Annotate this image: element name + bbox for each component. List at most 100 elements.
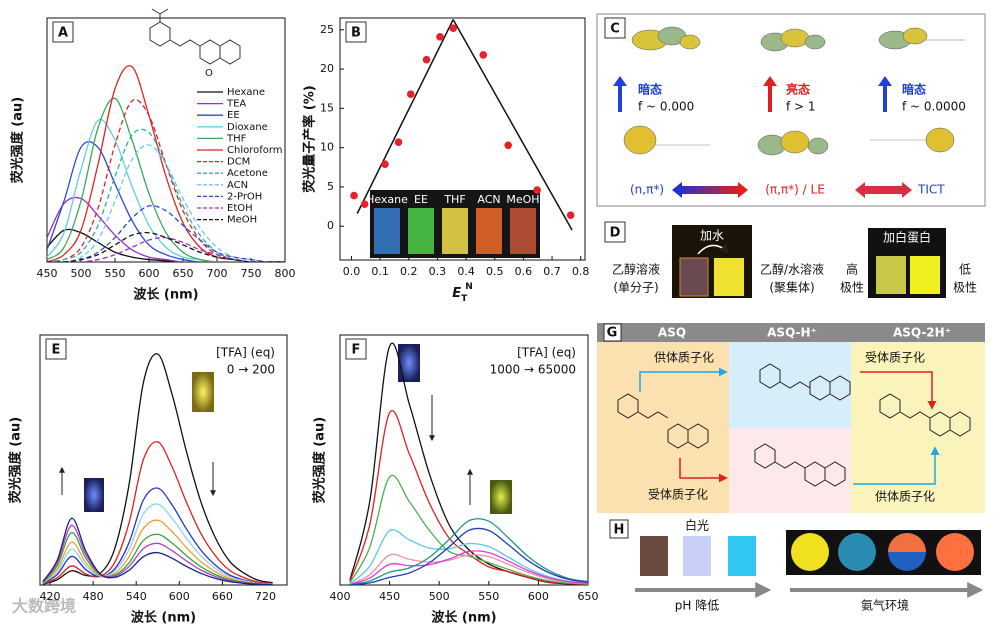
x-tick-label: 0.4 [457,265,475,278]
x-tick-label: 500 [71,267,92,280]
data-point [381,160,389,168]
series-line [349,553,588,585]
orbital-part [925,127,955,153]
y-tick-label: 15 [320,101,334,114]
molecule-sketch-part [149,21,171,47]
panel-d-part [876,256,906,294]
panel-c: C 暗态 f ~ 0.000 亮态 f > 1 暗态 f ~ 0.0000 (n… [596,13,986,207]
series-line [47,141,285,262]
x-tick-label: 0.6 [515,265,533,278]
x-tick-label: 550 [105,267,126,280]
inset-vial [408,208,434,254]
polarity: 极性 [953,281,977,295]
molecule-sketch-part [219,39,241,65]
series-line [47,99,285,262]
sample-label: 乙醇溶液 [612,262,660,277]
data-point [436,33,444,41]
step-label: 加白蛋白 [883,230,931,245]
state-name: 暗态 [902,82,926,97]
x-tick-label: 0.7 [543,265,561,278]
molecule-sketch-part [779,381,811,389]
double-arrow [738,182,748,198]
series-line [42,503,273,585]
transition: (π,π*) / LE [765,183,825,197]
annotation: [TFA] (eq) [216,346,275,360]
annotation: 1000 → 65000 [490,363,576,377]
x-tick-label: 0.5 [486,265,504,278]
panel-label: F [352,343,361,358]
plot-frame [339,17,586,261]
fit-line [356,19,454,214]
x-tick-label: 0.1 [371,265,389,278]
molecule-sketch-part [824,461,846,487]
molecule-label: O [205,68,213,79]
step-label: 受体质子化 [865,351,925,365]
chart-F: 400 450 500 550 600 650 F 波长 (nm) 荧光强度 (au) [TFA]… [312,334,599,625]
legend-label: Chloroform [227,145,283,156]
sample-label: 乙醇/水溶液 [760,262,824,277]
legend-label: Dioxane [227,122,268,133]
y-tick-label: 5 [327,180,334,193]
panel-label-box [45,338,67,360]
panel-h-part [838,533,876,571]
panel-c-part [604,17,626,39]
watermark: 大数跨境 [12,597,76,616]
double-arrow [902,182,912,198]
orbital-part [902,27,928,45]
legend-label: THF [226,133,247,144]
y-tick-label: 20 [320,62,334,75]
step-label: 供体质子化 [654,351,714,365]
molecule-sketch-part [899,411,931,419]
panel-g-part [729,342,851,428]
panel-label: C [610,22,620,37]
polarity: 极性 [840,281,864,295]
x-tick-label: 650 [578,590,599,603]
panel-g: G ASQ ASQ-H⁺ ASQ-2H⁺ 供体质子化 受体质子化 受体质子化 供… [597,323,985,513]
panel-h-part [728,536,756,576]
x-tick-label: 700 [207,267,228,280]
series-line [42,517,273,585]
plot-frame [39,334,288,586]
chart-A: 450 500 550 600 650 700 750 800 A 波长 (nm) 荧光强度 (au… [10,17,296,303]
x-tick-label: 660 [212,590,233,603]
x-axis-label: 波长 (nm) [431,610,496,625]
data-point [406,90,415,99]
data-point [422,55,431,64]
trend-arrow [59,395,473,505]
molecule-sketch-part [687,423,709,449]
panel-d-part [679,257,709,297]
y-tick-label: 10 [320,141,334,154]
polarity: 高 [846,262,858,277]
panel-h-part [791,533,829,571]
series-line [47,231,285,262]
transition: (n,π*) [630,183,664,197]
orbital-part [807,137,829,155]
molecule-sketch-part [949,411,971,437]
panel-g-part [603,323,622,342]
polarity: 低 [959,263,971,277]
panel-g-part [853,446,940,485]
data-point [394,138,403,146]
series-line [47,228,285,262]
series-line [349,342,588,585]
double-arrow [855,182,865,198]
inset-photos-part [490,480,512,514]
panel-label: G [607,326,618,341]
x-axis-label-base: E [452,286,461,301]
molecule-sketch-part [159,8,169,15]
step-label: 受体质子化 [648,488,708,502]
panel-h-part [640,536,668,576]
molecule-sketch-part [199,39,221,65]
inset-photos [84,344,512,514]
data-point [479,51,488,59]
x-tick-label: 420 [40,590,61,603]
x-axis-label-sub: T [461,294,468,304]
double-arrow [680,186,740,194]
x-tick-label: 750 [241,267,262,280]
sample-label: (聚集体) [769,280,814,295]
x-tick-label: 450 [379,590,400,603]
series-line [42,531,273,585]
inset-vial [510,208,536,254]
data-point [533,186,541,194]
series-line [42,353,273,585]
